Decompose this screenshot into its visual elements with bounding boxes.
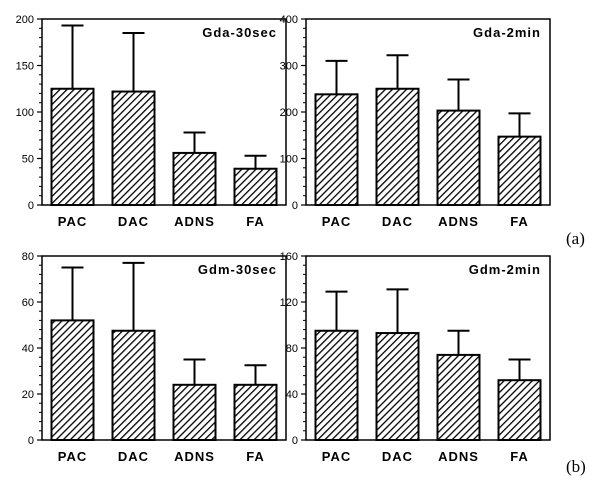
y-tick-label: 100 <box>16 107 34 119</box>
y-tick-label: 0 <box>28 200 34 212</box>
panel-title: Gdm-30sec <box>198 262 277 277</box>
category-label: DAC <box>382 449 413 464</box>
bar <box>436 353 481 441</box>
figure-label-a: (a) <box>566 229 585 248</box>
category-label: PAC <box>58 214 87 229</box>
y-tick-label: 20 <box>22 389 34 401</box>
category-label: ADNS <box>438 449 479 464</box>
category-label: FA <box>246 449 265 464</box>
y-tick-label: 80 <box>286 343 298 355</box>
y-tick-label: 200 <box>16 14 34 26</box>
bar <box>50 87 95 206</box>
category-label: PAC <box>322 449 351 464</box>
bar <box>111 329 156 441</box>
bar <box>314 329 359 441</box>
chart-panel-3: 0 20 40 60 80 PAC DAC ADNS FA Gdm-30sec <box>22 251 287 464</box>
chart-panel-2: 0 100 200 300 400 PAC DAC ADNS FA Gda-2min <box>280 14 551 229</box>
bar <box>375 332 420 441</box>
category-label: ADNS <box>438 214 479 229</box>
category-label: DAC <box>118 449 149 464</box>
y-tick-label: 60 <box>22 297 34 309</box>
bar <box>497 379 542 442</box>
bar <box>375 87 420 206</box>
bar <box>111 90 156 206</box>
bar <box>314 93 359 206</box>
y-tick-label: 40 <box>22 343 34 355</box>
y-tick-label: 50 <box>22 154 34 166</box>
category-label: FA <box>246 214 265 229</box>
bar <box>50 319 95 441</box>
y-tick-label: 100 <box>280 154 298 166</box>
y-tick-label: 0 <box>28 435 34 447</box>
y-tick-label: 120 <box>280 297 298 309</box>
category-label: FA <box>510 449 529 464</box>
category-label: PAC <box>322 214 351 229</box>
category-label: FA <box>510 214 529 229</box>
panel-title: Gdm-2min <box>469 262 541 277</box>
panel-title: Gda-2min <box>473 25 541 40</box>
bar <box>497 135 542 207</box>
y-tick-label: 0 <box>292 200 298 212</box>
y-tick-label: 150 <box>16 61 34 73</box>
y-tick-label: 400 <box>280 14 298 26</box>
category-label: DAC <box>382 214 413 229</box>
y-tick-label: 300 <box>280 61 298 73</box>
y-tick-label: 80 <box>22 251 34 263</box>
y-tick-label: 40 <box>286 389 298 401</box>
bar <box>233 167 278 206</box>
y-tick-label: 0 <box>292 435 298 447</box>
category-label: ADNS <box>174 449 215 464</box>
bar <box>172 151 217 206</box>
category-label: PAC <box>58 449 87 464</box>
bar <box>233 383 278 441</box>
category-label: ADNS <box>174 214 215 229</box>
panel-title: Gda-30sec <box>202 25 277 40</box>
bar <box>436 109 481 206</box>
chart-panel-4: 0 40 80 120 160 PAC DAC ADNS FA Gdm-2min <box>280 251 551 464</box>
bar <box>172 383 217 441</box>
category-label: DAC <box>118 214 149 229</box>
figure-label-b: (b) <box>566 457 586 476</box>
chart-panel-1: 0 50 100 150 200 PAC DAC ADNS FA Gda-30sec <box>16 14 287 229</box>
y-tick-label: 200 <box>280 107 298 119</box>
y-tick-label: 160 <box>280 251 298 263</box>
